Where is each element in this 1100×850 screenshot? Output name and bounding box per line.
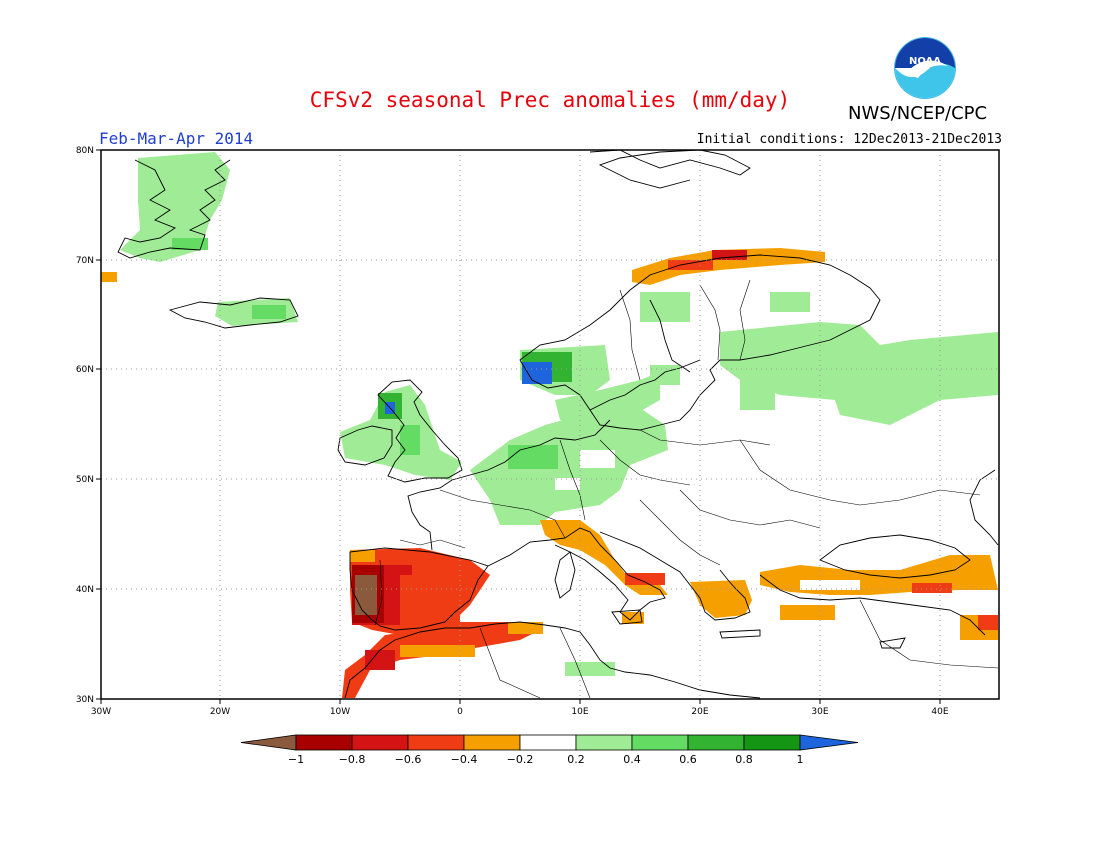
x-tick-labels: 30W 20W 10W 0 10E 20E 30E 40E — [91, 707, 949, 717]
y-tick-label: 30N — [76, 695, 94, 705]
aegean-negative — [780, 605, 835, 620]
y-tick-label: 40N — [76, 585, 94, 595]
north-norway-strong-negative — [668, 260, 713, 270]
atlas-mild-negative — [508, 622, 543, 634]
benelux-moderate-positive — [508, 445, 558, 469]
levant-strong-negative — [978, 615, 998, 630]
colorbar-label: −0.6 — [395, 753, 422, 766]
norway-peak-positive — [522, 362, 552, 384]
coastlines — [117, 149, 999, 699]
iberia-extreme-negative — [355, 575, 377, 615]
north-norway-deep-negative — [712, 250, 747, 260]
y-tick-label: 70N — [76, 256, 94, 266]
x-tick-label: 30W — [91, 707, 111, 717]
colorbar-label: −0.4 — [451, 753, 478, 766]
north-africa-negative-anomaly — [342, 622, 540, 698]
iberia-border-mild-negative — [350, 550, 375, 562]
colorbar-label: −0.2 — [507, 753, 534, 766]
colorbar-segment — [295, 734, 353, 751]
africa-mild-negative — [400, 645, 475, 657]
greenland-coast-negative — [101, 272, 117, 282]
sicily-mild-negative — [622, 612, 644, 624]
sweden-north-positive — [640, 292, 690, 322]
colorbar-label: 0.2 — [567, 753, 585, 766]
x-tick-label: 30E — [811, 707, 828, 717]
italy-negative-anomaly — [540, 520, 668, 595]
iberia-east-negative — [400, 575, 460, 625]
north-norway-negative-anomaly — [632, 248, 825, 285]
y-tick-label: 50N — [76, 475, 94, 485]
colorbar-label: 0.6 — [679, 753, 697, 766]
finland-positive — [650, 365, 680, 385]
colorbar-segment — [743, 734, 801, 751]
colorbar-segment — [519, 734, 577, 751]
tick-marks — [96, 149, 941, 704]
italy-strong-negative — [625, 573, 665, 585]
greenland-strong-positive — [172, 238, 208, 250]
germany-gap — [580, 450, 615, 468]
turkey-strong-negative — [912, 583, 952, 593]
colorbar-label: 0.8 — [735, 753, 753, 766]
agency-label: NWS/NCEP/CPC — [848, 103, 988, 124]
x-tick-label: 20W — [210, 707, 230, 717]
colorbar-label: 0.4 — [623, 753, 641, 766]
logo-text: NOAA — [909, 56, 941, 67]
baltic-positive — [740, 380, 775, 410]
x-tick-label: 10E — [571, 707, 588, 717]
colorbar-low-arrow — [240, 734, 297, 751]
colorbar-segment — [463, 734, 521, 751]
y-tick-labels: 80N 70N 60N 50N 40N 30N — [76, 146, 94, 705]
y-tick-label: 80N — [76, 146, 94, 156]
colorbar-label: 1 — [797, 753, 804, 766]
colorbar-segment — [407, 734, 465, 751]
map-frame — [100, 149, 1000, 700]
colorbar-label: −1 — [288, 753, 304, 766]
turkey-white-gap — [800, 580, 860, 590]
colorbar-segment — [687, 734, 745, 751]
alps-gap — [555, 478, 580, 490]
sweden-positive-anomaly — [555, 372, 660, 425]
anomaly-fills — [101, 152, 998, 698]
noaa-logo: NOAA — [894, 37, 956, 99]
x-tick-label: 40E — [931, 707, 948, 717]
morocco-strong-negative — [365, 650, 395, 670]
colorbar-segment — [351, 734, 409, 751]
colorbar-segment — [575, 734, 633, 751]
x-tick-label: 10W — [330, 707, 350, 717]
colorbar: −1 −0.8 −0.6 −0.4 −0.2 0.2 0.4 0.6 0.8 1 — [240, 734, 859, 766]
kola-positive — [770, 292, 810, 312]
colorbar-segment — [631, 734, 689, 751]
uk-moderate-positive — [400, 425, 420, 455]
colorbar-high-arrow — [799, 734, 859, 751]
x-tick-label: 0 — [457, 707, 463, 717]
greece-negative-anomaly — [690, 580, 752, 618]
turkey-negative-anomaly — [760, 555, 998, 595]
russia-positive-anomaly — [720, 322, 998, 425]
map-title: CFSv2 seasonal Prec anomalies (mm/day) — [309, 88, 791, 112]
y-tick-label: 60N — [76, 365, 94, 375]
tunisia-positive — [565, 662, 615, 676]
initial-conditions-label: Initial conditions: 12Dec2013-21Dec2013 — [696, 132, 1002, 147]
x-tick-label: 20E — [691, 707, 708, 717]
season-label: Feb-Mar-Apr 2014 — [99, 129, 254, 148]
iceland-strong-positive — [252, 305, 286, 319]
colorbar-label: −0.8 — [339, 753, 366, 766]
